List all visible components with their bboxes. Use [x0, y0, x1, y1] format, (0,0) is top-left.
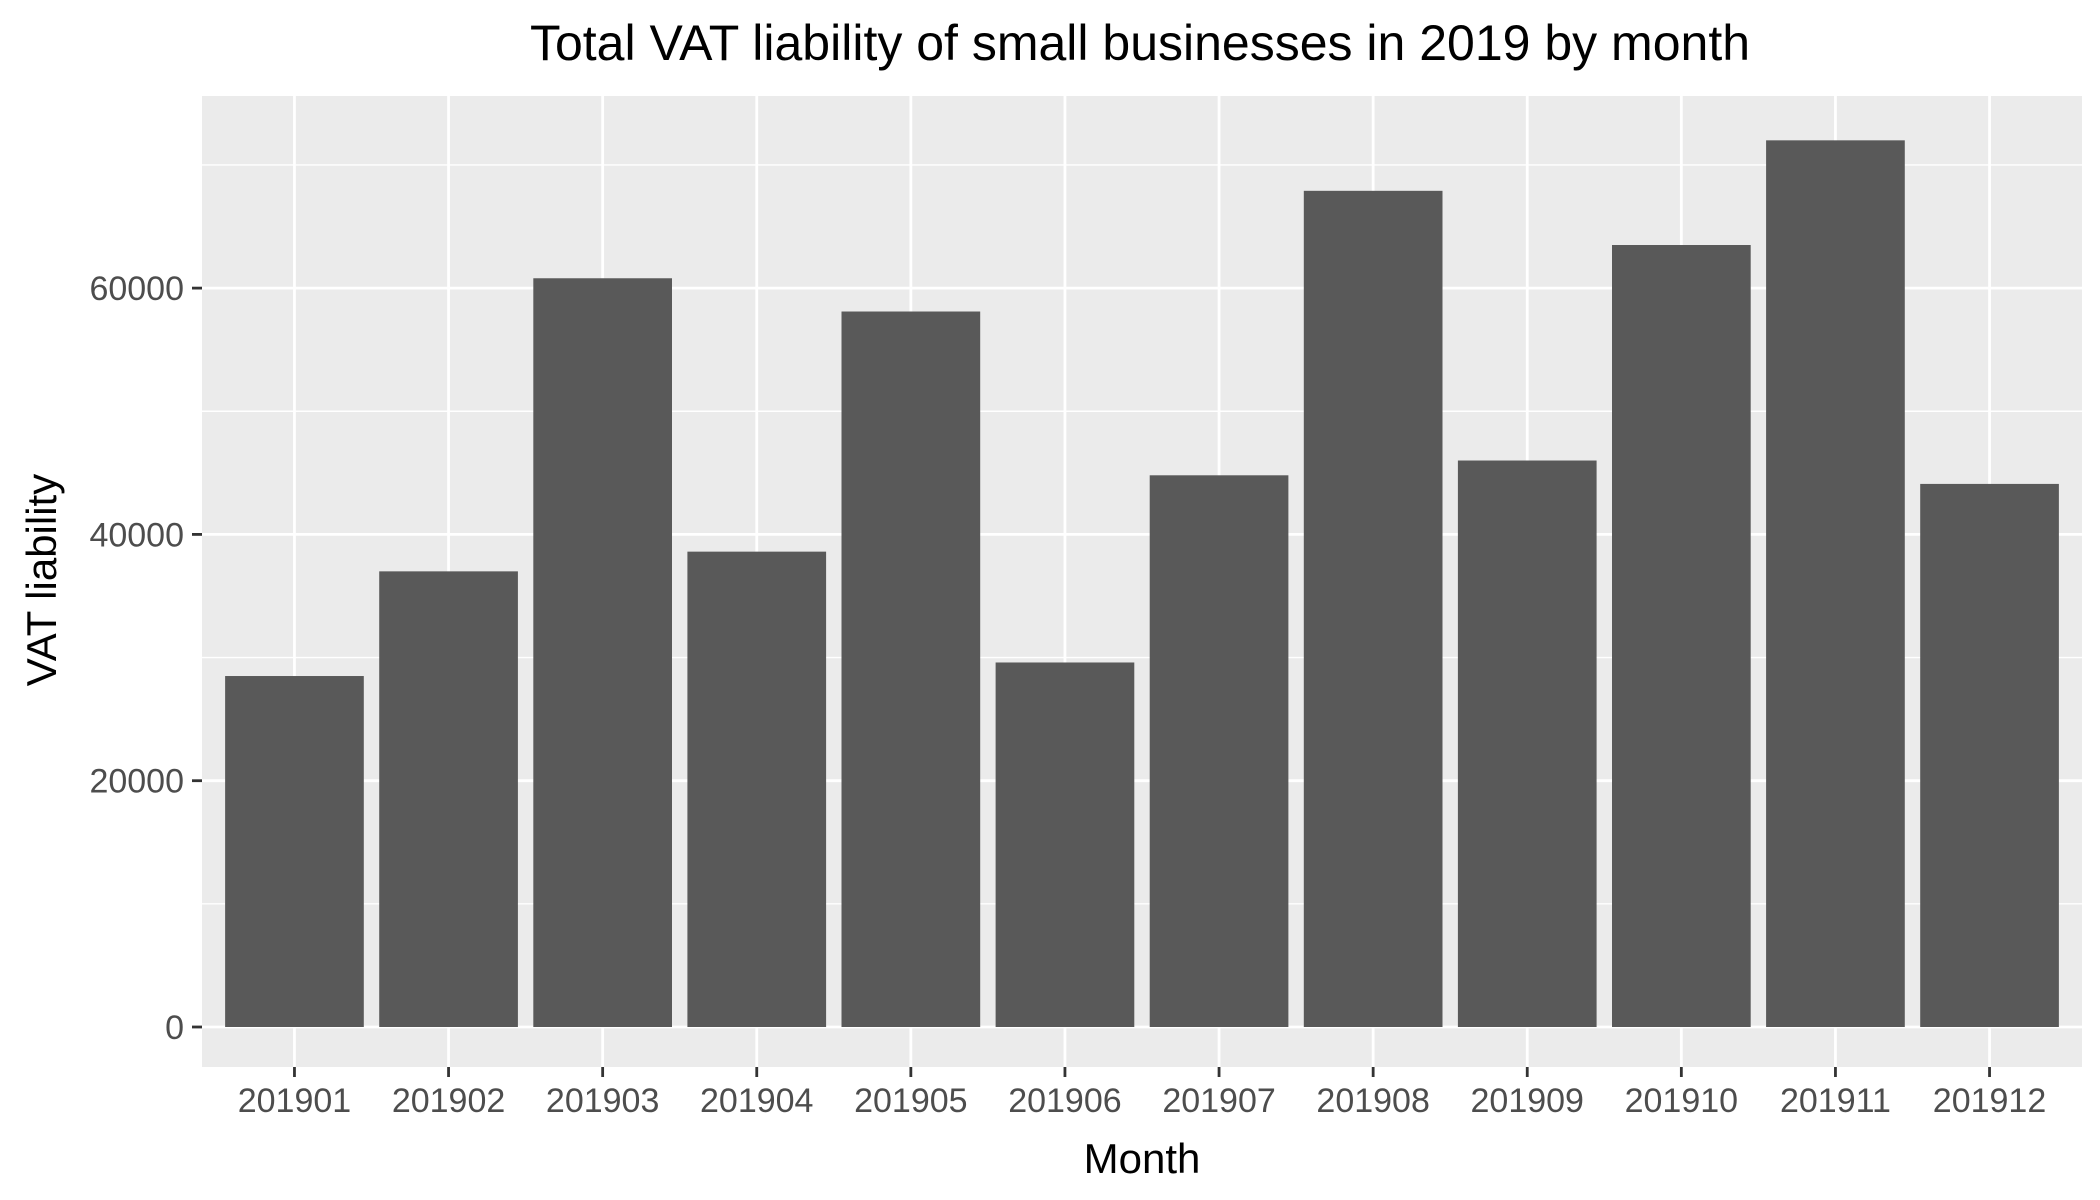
bar-201901	[225, 676, 364, 1027]
y-axis-title: VAT liability	[18, 474, 65, 686]
x-tick-label: 201902	[392, 1082, 505, 1120]
x-tick-label: 201904	[700, 1082, 813, 1120]
x-axis: 201901 201902 201903 201904 201905 201906 2019…	[238, 1067, 2046, 1120]
chart-title: Total VAT liability of small businesses …	[530, 15, 1750, 71]
x-axis-title: Month	[1084, 1135, 1201, 1182]
bar-201904	[687, 551, 827, 1027]
bar-201906	[995, 662, 1135, 1027]
x-tick-label: 201911	[1780, 1082, 1891, 1120]
y-tick-label: 60000	[89, 270, 184, 308]
x-tick-label: 201908	[1316, 1082, 1429, 1120]
bars	[225, 140, 2059, 1028]
bar-201910	[1612, 245, 1751, 1027]
x-tick-label: 201901	[238, 1082, 351, 1120]
bar-201903	[533, 278, 672, 1027]
bar-201902	[379, 571, 518, 1027]
y-tick-label: 20000	[89, 763, 184, 801]
x-tick-label: 201909	[1471, 1082, 1584, 1120]
x-tick-label: 201912	[1933, 1082, 2046, 1120]
bar-201908	[1303, 190, 1443, 1027]
x-tick-label: 201903	[546, 1082, 659, 1120]
x-tick-label: 201907	[1162, 1082, 1275, 1120]
y-tick-label: 40000	[89, 516, 184, 554]
bar-201907	[1149, 475, 1289, 1028]
y-axis: 0 20000 40000 60000	[89, 270, 202, 1047]
bar-201909	[1457, 460, 1597, 1027]
y-tick-label: 0	[165, 1009, 184, 1047]
x-tick-label: 201906	[1008, 1082, 1121, 1120]
x-tick-label: 201905	[854, 1082, 967, 1120]
x-tick-label: 201910	[1625, 1082, 1738, 1120]
bar-201912	[1920, 483, 2059, 1028]
bar-201911	[1766, 140, 1905, 1028]
bar-201905	[841, 311, 981, 1027]
